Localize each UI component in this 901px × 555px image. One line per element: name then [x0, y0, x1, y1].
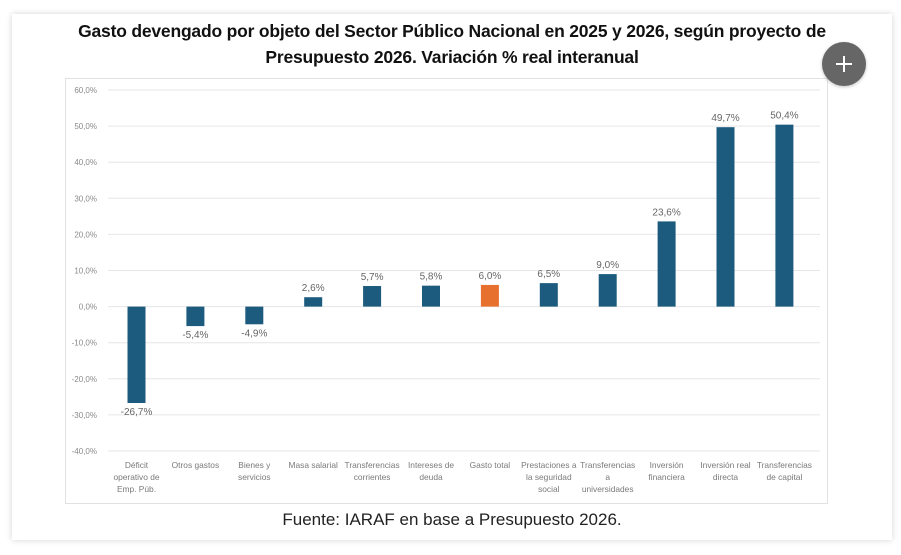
data-label: 49,7% — [711, 113, 739, 124]
category-label: Transferencias — [757, 460, 812, 470]
category-label: de capital — [766, 472, 802, 482]
chart-frame — [65, 78, 828, 504]
data-label: 5,7% — [361, 272, 384, 283]
chart-title: Gasto devengado por objeto del Sector Pú… — [12, 18, 892, 70]
category-label: universidades — [582, 484, 634, 494]
gridlines — [108, 89, 820, 452]
category-label: la seguridad — [526, 472, 572, 482]
bar — [127, 306, 146, 403]
y-tick-label: 0,0% — [79, 303, 97, 312]
category-label: operativo de — [113, 472, 159, 482]
category-label: corrientes — [354, 472, 391, 482]
category-label: deuda — [419, 472, 443, 482]
category-label: Inversión real — [700, 460, 750, 470]
plus-icon — [836, 56, 852, 72]
chart-card: Gasto devengado por objeto del Sector Pú… — [12, 14, 892, 540]
bar — [775, 124, 794, 307]
category-label: Déficit — [125, 460, 149, 470]
y-axis-ticks: 60,0% 50,0% 40,0% 30,0% 20,0% 10,0% 0,0% -10,0%… — [72, 86, 97, 456]
y-tick-label: 20,0% — [74, 230, 97, 239]
data-label: 5,8% — [420, 272, 443, 283]
source-note: Fuente: IARAF en base a Presupuesto 2026… — [282, 510, 622, 529]
bars — [127, 124, 794, 403]
y-tick-label: -10,0% — [72, 339, 97, 348]
bar — [657, 221, 676, 307]
category-label: Gasto total — [470, 460, 511, 470]
data-label: -4,9% — [241, 328, 267, 339]
category-label: Inversión — [650, 460, 684, 470]
category-label: Otros gastos — [172, 460, 219, 470]
category-label: Intereses de — [408, 460, 454, 470]
category-label: directa — [713, 472, 738, 482]
chart-title-line-1: Gasto devengado por objeto del Sector Pú… — [78, 21, 826, 41]
category-label: social — [538, 484, 560, 494]
y-tick-label: 10,0% — [74, 267, 97, 276]
data-label: 2,6% — [302, 283, 325, 294]
bar — [363, 286, 382, 307]
category-label: Bienes y — [238, 460, 271, 470]
bar — [598, 274, 617, 307]
expand-button[interactable] — [822, 42, 866, 86]
y-tick-label: -20,0% — [72, 375, 97, 384]
y-tick-label: 50,0% — [74, 122, 97, 131]
bar — [245, 306, 264, 325]
data-label: 6,5% — [537, 269, 560, 280]
category-label: financiera — [648, 472, 685, 482]
bar — [186, 306, 205, 327]
data-labels: -26,7% -5,4% -4,9% 2,6% 5,7% 5,8% 6,0% 6,5% 9,0%… — [121, 111, 799, 418]
category-label: Transferencias — [345, 460, 400, 470]
category-label: Emp. Púb. — [117, 484, 156, 494]
data-label: -26,7% — [121, 407, 153, 418]
data-label: 23,6% — [652, 207, 680, 218]
chart-title-line-2: Presupuesto 2026. Variación % real inter… — [265, 47, 639, 67]
data-label: 50,4% — [770, 111, 798, 122]
y-tick-label: -30,0% — [72, 411, 97, 420]
y-tick-label: 60,0% — [74, 86, 97, 95]
category-label: a — [605, 472, 610, 482]
data-label: -5,4% — [182, 330, 208, 341]
data-label: 9,0% — [596, 260, 619, 271]
data-label: 6,0% — [479, 271, 502, 282]
y-tick-label: -40,0% — [72, 447, 97, 456]
category-label: Transferencias — [580, 460, 635, 470]
bar — [422, 285, 440, 307]
bar — [539, 283, 558, 307]
y-tick-label: 40,0% — [74, 158, 97, 167]
category-label: Prestaciones a — [521, 460, 577, 470]
bar — [716, 127, 735, 307]
category-labels: Déficit operativo de Emp. Púb. Otros gastos… — [113, 460, 812, 494]
category-label: Masa salarial — [289, 460, 338, 470]
y-tick-label: 30,0% — [74, 194, 97, 203]
bar — [480, 284, 499, 307]
bar — [304, 297, 323, 307]
category-label: servicios — [238, 472, 271, 482]
